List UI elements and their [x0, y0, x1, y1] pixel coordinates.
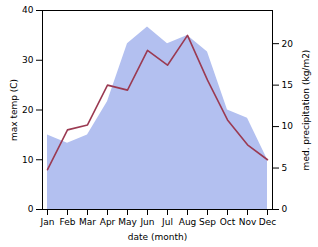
svg-text:0: 0 — [28, 204, 34, 214]
svg-text:20: 20 — [282, 39, 294, 49]
svg-text:max temp (C): max temp (C) — [9, 79, 19, 141]
svg-text:Aug: Aug — [179, 217, 197, 227]
svg-text:med. precipitation (kg/m2): med. precipitation (kg/m2) — [301, 50, 311, 171]
svg-text:Dec: Dec — [259, 217, 276, 227]
svg-text:40: 40 — [22, 5, 34, 15]
svg-text:Oct: Oct — [220, 217, 236, 227]
svg-text:Nov: Nov — [239, 217, 257, 227]
svg-text:30: 30 — [22, 55, 34, 65]
svg-text:Mar: Mar — [79, 217, 96, 227]
svg-text:May: May — [118, 217, 137, 227]
svg-text:date (month): date (month) — [128, 232, 187, 242]
svg-text:Apr: Apr — [100, 217, 116, 227]
svg-text:Feb: Feb — [60, 217, 76, 227]
svg-text:Jun: Jun — [139, 217, 154, 227]
svg-text:20: 20 — [22, 105, 34, 115]
svg-text:0: 0 — [282, 204, 288, 214]
svg-text:Jan: Jan — [40, 217, 55, 227]
svg-text:10: 10 — [282, 121, 294, 131]
svg-text:10: 10 — [22, 155, 34, 165]
svg-text:15: 15 — [282, 80, 293, 90]
svg-text:5: 5 — [282, 163, 288, 173]
svg-text:Sep: Sep — [199, 217, 216, 227]
svg-text:Jul: Jul — [161, 217, 173, 227]
